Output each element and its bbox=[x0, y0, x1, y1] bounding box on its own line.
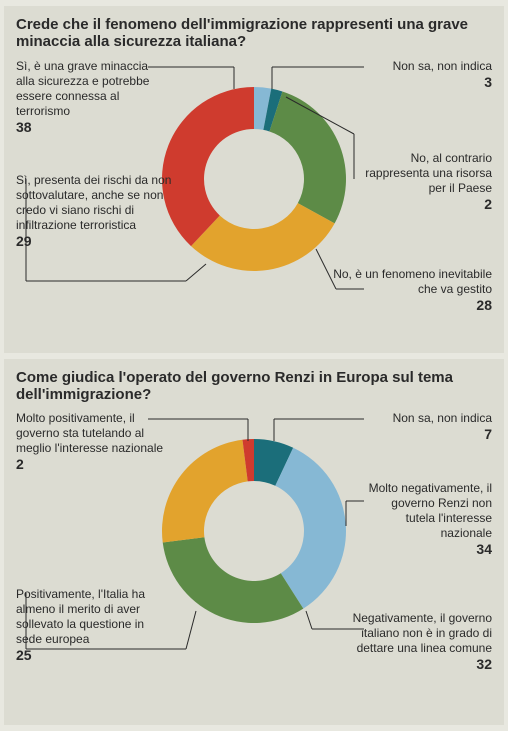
panel-renzi-europe: Come giudica l'operato del governo Renzi… bbox=[4, 359, 504, 726]
label-no-inevitabile: No, è un fenomeno inevitabile che va ges… bbox=[332, 267, 492, 315]
panel2-title: Come giudica l'operato del governo Renzi… bbox=[16, 369, 492, 404]
label-si-rischi: Sì, presenta dei rischi da non sottovalu… bbox=[16, 173, 184, 251]
label2-non-sa: Non sa, non indica 7 bbox=[362, 411, 492, 444]
slice-neg bbox=[163, 537, 304, 623]
panel2-donut bbox=[154, 431, 354, 631]
panel2-chart-area: Molto positivamente, il governo sta tute… bbox=[16, 411, 492, 711]
label-si-grave: Sì, è una grave minaccia alla sicurezza … bbox=[16, 59, 166, 137]
label-neg: Negativamente, il governo italiano non è… bbox=[332, 611, 492, 674]
label-no-risorsa: No, al contrario rappresenta una risorsa… bbox=[362, 151, 492, 214]
label-molto-neg: Molto negativamente, il governo Renzi no… bbox=[362, 481, 492, 559]
slice-no_inevitabile bbox=[269, 91, 346, 223]
label-molto-pos: Molto positivamente, il governo sta tute… bbox=[16, 411, 166, 474]
panel-immigration-threat: Crede che il fenomeno dell'immigrazione … bbox=[4, 6, 504, 353]
panel1-donut bbox=[154, 79, 354, 279]
slice-pos bbox=[162, 440, 248, 543]
label-pos: Positivamente, l'Italia ha almeno il mer… bbox=[16, 587, 166, 665]
label-non-sa: Non sa, non indica 3 bbox=[362, 59, 492, 92]
panel1-title: Crede che il fenomeno dell'immigrazione … bbox=[16, 16, 492, 51]
panel1-chart-area: Sì, è una grave minaccia alla sicurezza … bbox=[16, 59, 492, 339]
